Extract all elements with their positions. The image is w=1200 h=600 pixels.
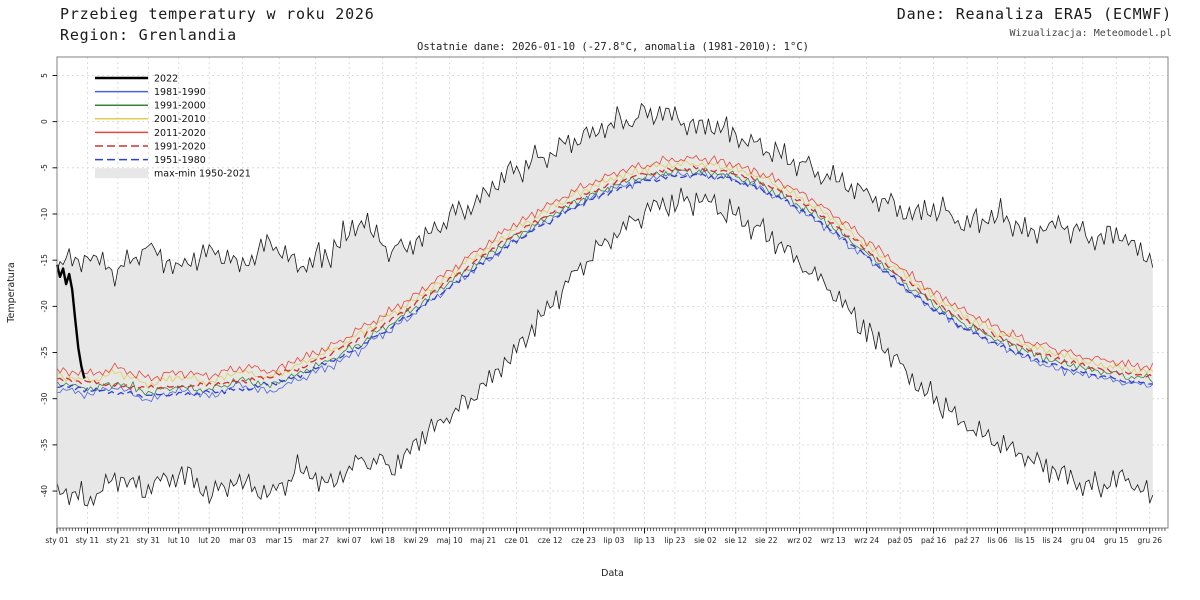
y-tick-label: -15: [40, 254, 49, 266]
x-tick-label: lip 03: [604, 536, 625, 545]
x-tick-label: lis 24: [1042, 536, 1062, 545]
x-tick-label: mar 15: [266, 536, 293, 545]
data-source: Dane: Reanaliza ERA5 (ECMWF): [896, 5, 1172, 23]
legend-label: 1981-1990: [154, 87, 206, 98]
y-tick-label: -10: [40, 208, 49, 220]
x-tick-label: paź 27: [954, 536, 979, 545]
series-line-2011-2020: [56, 154, 1154, 382]
legend-label: 1951-1980: [154, 155, 206, 166]
legend-swatch-band: [95, 168, 148, 179]
legend-label: 2022: [154, 73, 178, 84]
y-tick-label: 5: [40, 73, 49, 78]
x-tick-label: gru 04: [1071, 536, 1096, 545]
x-tick-label: sty 21: [106, 536, 129, 545]
y-tick-label: -40: [40, 485, 49, 497]
series-line-1991-2020: [56, 165, 1154, 390]
page-title: Przebieg temperatury w roku 2026: [60, 5, 375, 23]
last-data-note: Ostatnie dane: 2026-01-10 (-27.8°C, anom…: [417, 41, 809, 53]
legend-label: 2011-2020: [154, 128, 206, 139]
legend-label: 1991-2000: [154, 101, 206, 112]
x-tick-label: sie 02: [694, 536, 717, 545]
x-tick-label: kwi 29: [404, 536, 429, 545]
y-tick-label: -25: [40, 346, 49, 358]
x-tick-label: lis 06: [988, 536, 1008, 545]
visualization-credit: Wizualizacja: Meteomodel.pl: [1009, 28, 1172, 39]
x-tick-label: lis 15: [1015, 536, 1035, 545]
y-tick-label: -5: [40, 164, 49, 172]
legend: 2022 1981-1990 1991-2000 2001-2010 2011-2020…: [95, 73, 251, 180]
series-line-2022: [55, 264, 86, 379]
series-line-1951-1980: [56, 173, 1153, 398]
band-max-edge: [56, 102, 1154, 287]
x-tick-label: cze 12: [538, 536, 563, 545]
y-axis-label: Temperatura: [6, 262, 17, 323]
x-axis-label: Data: [601, 568, 624, 579]
x-tick-label: kwi 18: [370, 536, 395, 545]
x-tick-label: sty 31: [137, 536, 160, 545]
x-tick-label: paź 05: [888, 536, 913, 545]
x-tick-label: lip 13: [634, 536, 655, 545]
band-max-min: [57, 103, 1153, 506]
x-tick-label: mar 27: [302, 536, 329, 545]
axis-ticks: sty 01 sty 11 sty 21 sty 31 lut 10 lut 20 mar …: [40, 73, 1166, 545]
y-tick-label: 0: [40, 119, 49, 124]
x-tick-label: maj 21: [470, 536, 496, 545]
x-tick-label: gru 26: [1137, 536, 1162, 545]
x-tick-label: cze 01: [504, 536, 529, 545]
series-line-1991-2000: [56, 166, 1154, 396]
x-tick-label: cze 23: [571, 536, 596, 545]
x-tick-label: lut 20: [198, 536, 220, 545]
region-subtitle: Region: Grenlandia: [60, 26, 237, 44]
y-tick-label: -20: [40, 300, 49, 312]
legend-label: 2001-2010: [154, 114, 206, 125]
x-tick-label: sie 22: [755, 536, 778, 545]
x-tick-label: paź 16: [921, 536, 946, 545]
band-min-edge: [56, 187, 1154, 507]
x-tick-label: wrz 24: [854, 536, 879, 545]
x-tick-label: mar 03: [229, 536, 256, 545]
x-tick-label: maj 10: [437, 536, 463, 545]
x-tick-label: kwi 07: [337, 536, 362, 545]
x-tick-label: sie 12: [725, 536, 748, 545]
legend-label: max-min 1950-2021: [154, 169, 251, 180]
x-tick-label: sty 11: [76, 536, 99, 545]
y-tick-label: -35: [40, 439, 49, 451]
x-tick-label: sty 01: [45, 536, 68, 545]
x-tick-label: wrz 13: [821, 536, 846, 545]
legend-label: 1991-2020: [154, 141, 206, 152]
plot-border: [56, 56, 1169, 529]
x-tick-label: lip 23: [664, 536, 685, 545]
y-tick-label: -30: [40, 392, 49, 404]
x-tick-label: gru 15: [1104, 536, 1129, 545]
x-tick-label: lut 10: [168, 536, 190, 545]
x-tick-label: wrz 02: [787, 536, 812, 545]
